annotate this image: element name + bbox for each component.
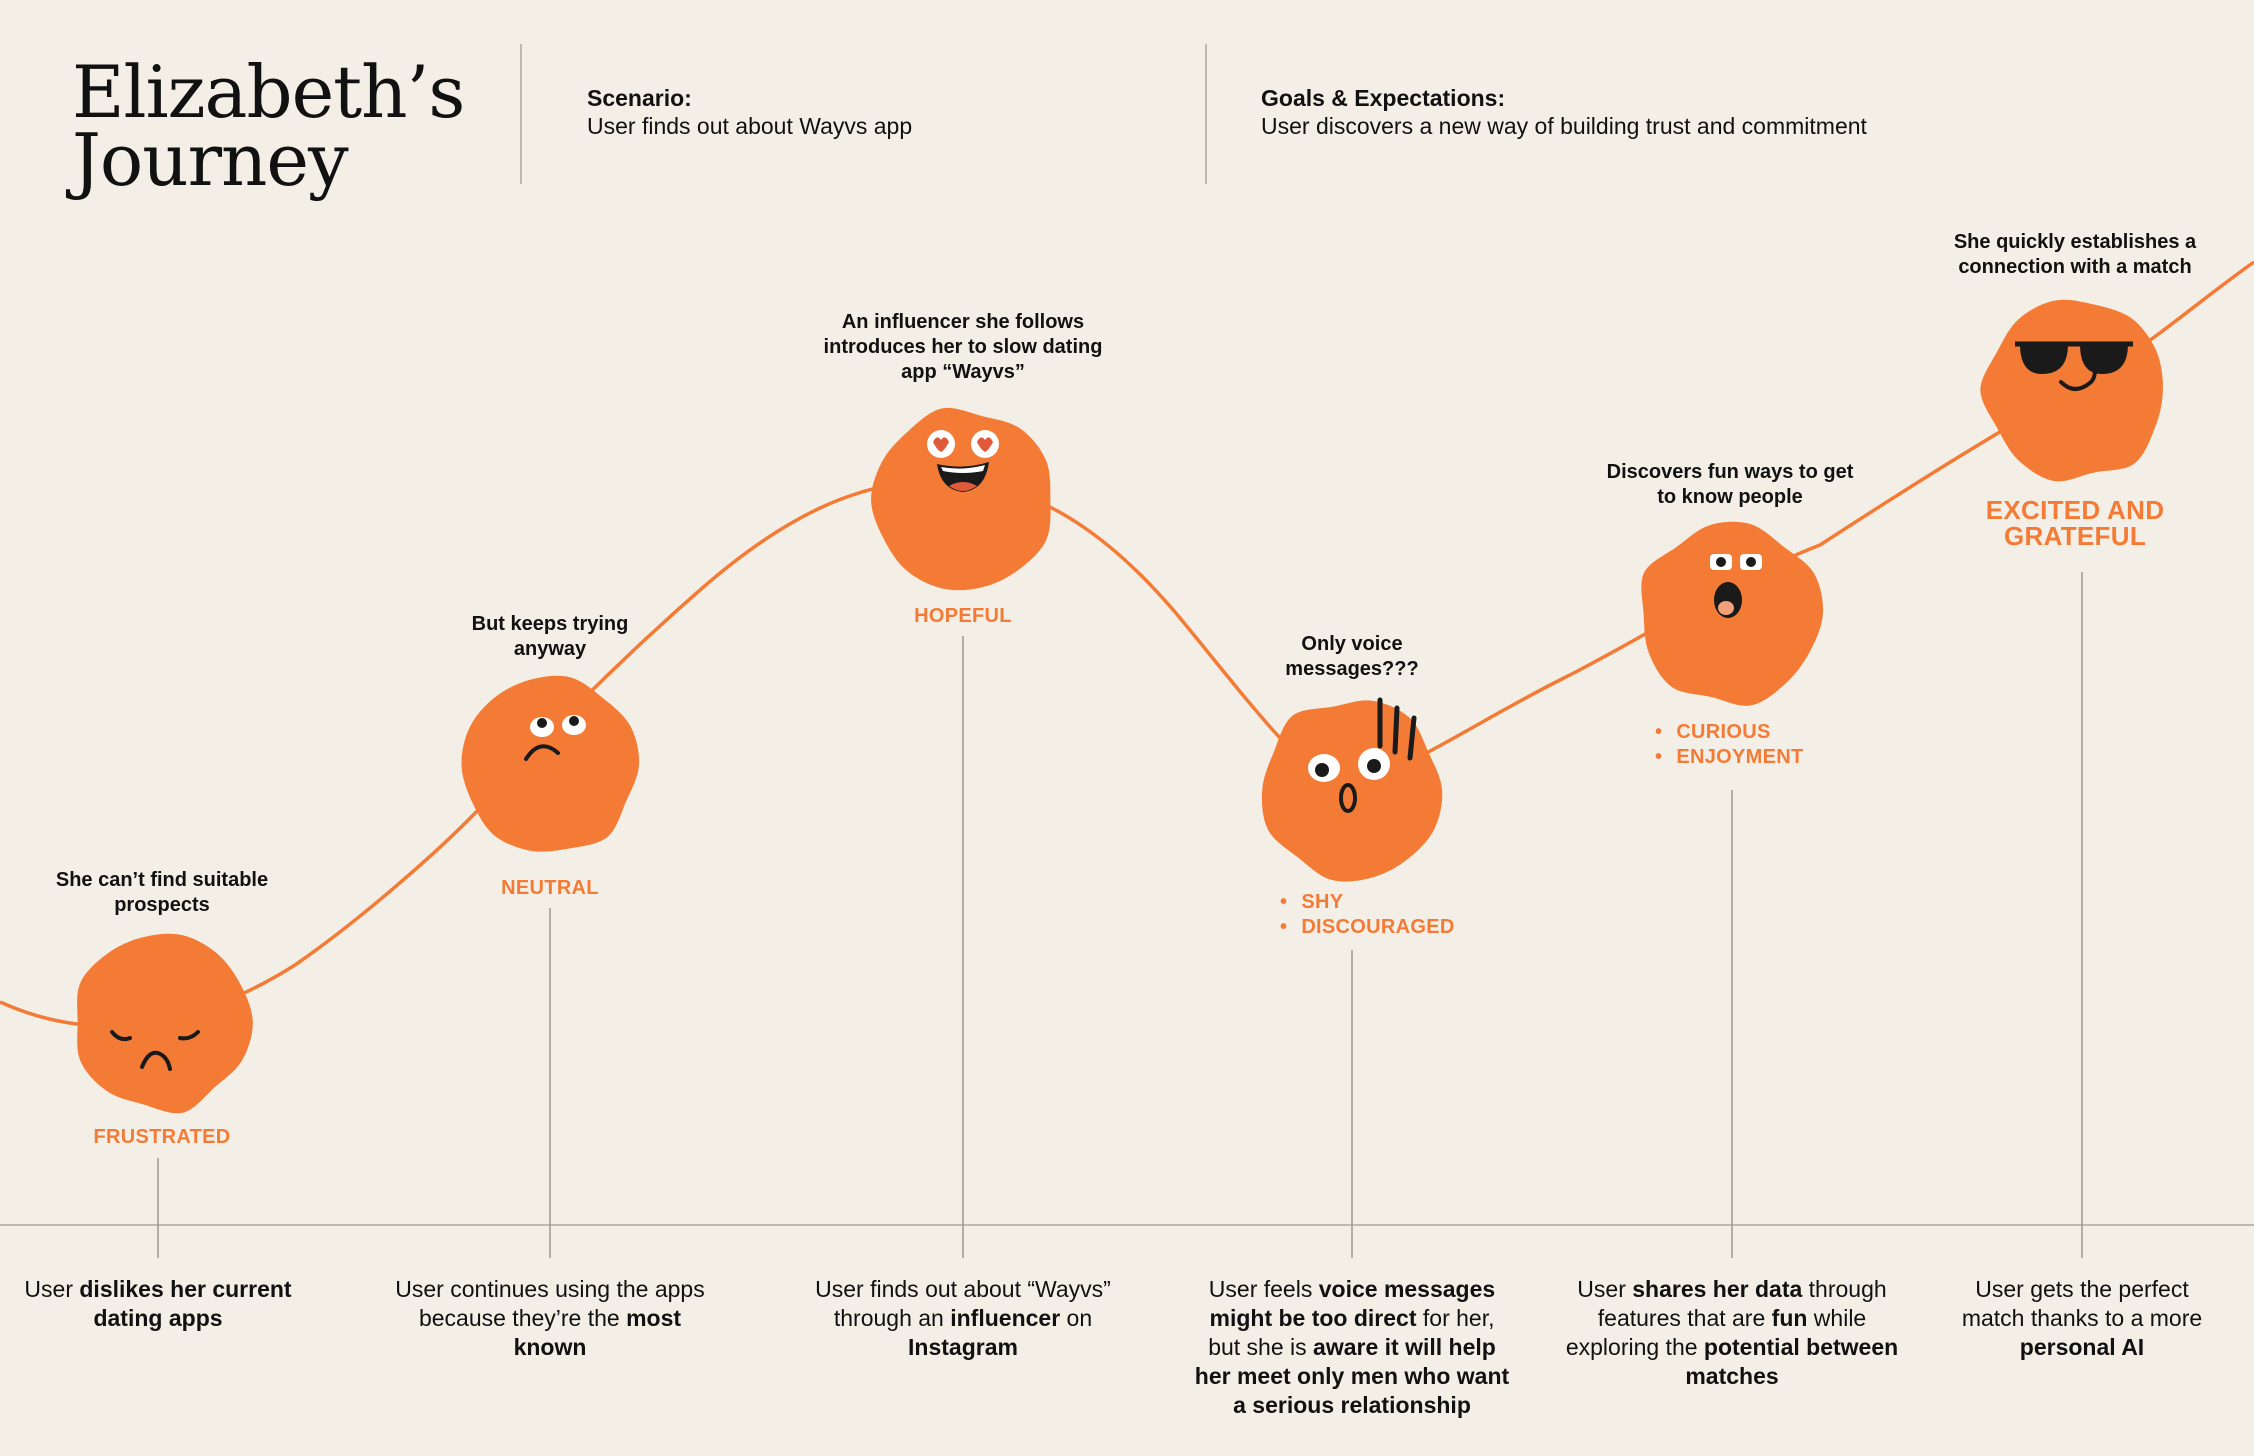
emotion-item: CURIOUS (1655, 720, 1803, 745)
stage-caption: User dislikes her current dating apps (13, 1275, 303, 1333)
goals-label: Goals & Expectations: (1261, 85, 1506, 111)
page-title: Elizabeth’s Journey (72, 50, 465, 202)
emotion-label: SHYDISCOURAGED (1280, 890, 1455, 940)
caption-emphasis: influencer (950, 1305, 1061, 1331)
stage-caption: User shares her data through features th… (1562, 1275, 1902, 1391)
emotion-item: ENJOYMENT (1655, 745, 1803, 770)
caption-text: on (1060, 1305, 1093, 1331)
emotion-label: EXCITED AND GRATEFUL (1985, 495, 2165, 551)
caption-text: for her, but she is (1208, 1305, 1495, 1360)
stage-connectors (157, 572, 2083, 1258)
stage-caption: User continues using the apps because th… (380, 1275, 720, 1362)
title-line-2: Journey (72, 118, 349, 202)
stage-description: An influencer she follows introduces her… (823, 311, 1103, 383)
excited-face-icon (1980, 299, 2163, 482)
caption-emphasis: fun (1771, 1305, 1808, 1331)
emotion-label: CURIOUSENJOYMENT (1655, 720, 1803, 770)
frustrated-face-icon (77, 933, 253, 1114)
emotion-label: HOPEFUL (914, 605, 1012, 627)
scenario-block: Scenario: User finds out about Wayvs app (587, 84, 912, 140)
emotion-label: FRUSTRATED (93, 1126, 231, 1148)
neutral-face-icon (461, 675, 640, 852)
stage-description: Discovers fun ways to get to know people (1606, 461, 1854, 508)
caption-text: while exploring the (1565, 1305, 1867, 1360)
stage-caption: User finds out about “Wayvs” through an … (793, 1275, 1133, 1362)
caption-emphasis: voice messages might be too direct (1209, 1276, 1496, 1331)
caption-text: User continues using the apps because th… (395, 1276, 705, 1331)
stage-caption: User feels voice messages might be too d… (1192, 1275, 1512, 1420)
caption-emphasis: most known (513, 1305, 682, 1360)
caption-text: User finds out about “Wayvs” through an (815, 1276, 1111, 1331)
caption-text: User (24, 1276, 80, 1302)
scenario-label: Scenario: (587, 85, 692, 111)
emotion-item: DISCOURAGED (1280, 915, 1455, 940)
caption-text: User (1577, 1276, 1633, 1302)
caption-emphasis: dislikes her current dating apps (79, 1276, 292, 1331)
emotion-item: SHY (1280, 890, 1455, 915)
goals-block: Goals & Expectations: User discovers a n… (1261, 84, 1867, 140)
stage-caption: User gets the perfect match thanks to a … (1952, 1275, 2212, 1362)
caption-text: User gets the perfect match thanks to a … (1961, 1276, 2203, 1331)
header-divider-2 (1205, 44, 1207, 184)
caption-emphasis: shares her data (1632, 1276, 1803, 1302)
curious-face-icon (1641, 521, 1824, 706)
stage-description: Only voice messages??? (1285, 633, 1419, 680)
goals-text: User discovers a new way of building tru… (1261, 113, 1867, 139)
stage-description: She quickly establishes a connection wit… (1953, 231, 2197, 278)
scenario-text: User finds out about Wayvs app (587, 113, 913, 139)
title-line-1: Elizabeth’s (72, 50, 465, 134)
header-divider-1 (520, 44, 522, 184)
caption-emphasis: personal AI (2019, 1334, 2145, 1360)
caption-text: through features that are (1597, 1276, 1887, 1331)
caption-emphasis: aware it will help her meet only men who… (1194, 1334, 1510, 1418)
emotion-label: NEUTRAL (501, 877, 599, 899)
caption-emphasis: potential between matches (1685, 1334, 1899, 1389)
emotion-curve (0, 260, 2254, 1029)
stage-description: But keeps trying anyway (471, 613, 629, 660)
caption-text: User feels (1208, 1276, 1319, 1302)
shy-face-icon (1261, 697, 1443, 882)
hopeful-face-icon (871, 407, 1051, 591)
stage-description: She can’t find suitable prospects (55, 869, 269, 916)
caption-emphasis: Instagram (908, 1334, 1018, 1360)
